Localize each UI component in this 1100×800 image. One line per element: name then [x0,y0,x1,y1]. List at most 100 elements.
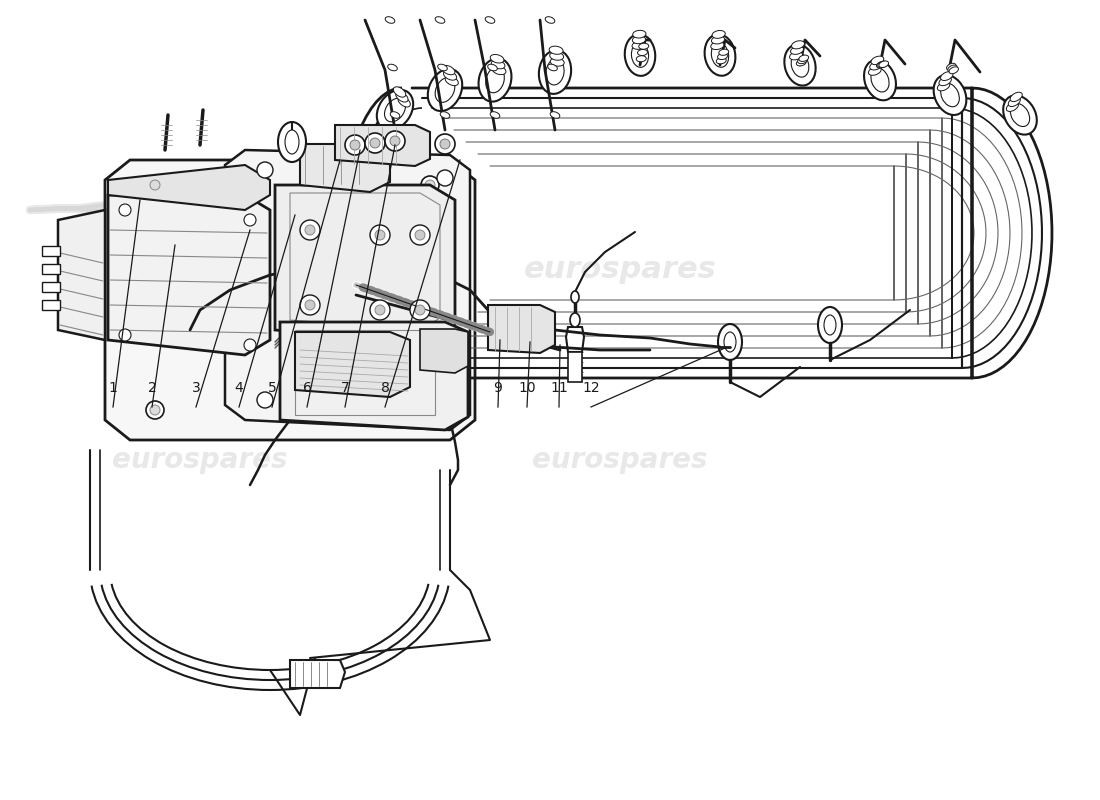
Ellipse shape [796,59,806,66]
Ellipse shape [712,30,725,38]
Ellipse shape [478,58,512,102]
Ellipse shape [394,86,406,97]
Ellipse shape [446,76,459,86]
Ellipse shape [877,62,887,68]
Ellipse shape [244,214,256,226]
Ellipse shape [625,34,656,76]
Ellipse shape [428,69,462,111]
Text: 11: 11 [550,381,568,395]
Ellipse shape [934,75,967,115]
Ellipse shape [385,17,395,23]
Polygon shape [295,332,410,397]
Ellipse shape [1010,92,1022,102]
Ellipse shape [150,405,160,415]
Polygon shape [108,165,270,210]
Ellipse shape [638,50,648,55]
Bar [42,246,60,256]
Ellipse shape [119,204,131,216]
Polygon shape [226,150,470,430]
Ellipse shape [539,50,571,94]
Ellipse shape [940,72,953,81]
Ellipse shape [864,60,896,100]
Text: eurospares: eurospares [524,255,716,285]
Ellipse shape [398,97,410,107]
Text: 3: 3 [191,381,200,395]
Bar [568,352,582,382]
Ellipse shape [421,401,439,419]
Ellipse shape [385,131,405,151]
Ellipse shape [711,42,724,50]
Ellipse shape [492,60,505,69]
Polygon shape [488,305,556,353]
Ellipse shape [717,54,727,59]
Ellipse shape [546,17,554,23]
Ellipse shape [716,58,726,64]
Ellipse shape [798,58,807,64]
Ellipse shape [718,324,743,360]
Ellipse shape [300,220,320,240]
Text: 4: 4 [234,381,243,395]
Polygon shape [336,125,430,166]
Ellipse shape [390,112,399,118]
Text: 10: 10 [518,381,536,395]
Ellipse shape [377,90,414,130]
Ellipse shape [119,329,131,341]
Ellipse shape [548,64,558,70]
Ellipse shape [305,225,315,235]
Polygon shape [300,144,390,192]
Polygon shape [420,329,468,373]
Ellipse shape [878,62,888,68]
Ellipse shape [345,135,365,155]
Ellipse shape [792,41,804,49]
Ellipse shape [1006,102,1019,111]
Ellipse shape [440,139,450,149]
Ellipse shape [790,52,803,60]
Ellipse shape [791,53,808,77]
Text: 2: 2 [147,381,156,395]
Ellipse shape [871,56,883,65]
Ellipse shape [410,300,430,320]
Ellipse shape [438,64,448,70]
Bar [295,330,434,415]
Ellipse shape [370,300,390,320]
Ellipse shape [285,130,299,154]
Ellipse shape [415,230,425,240]
Text: 5: 5 [267,381,276,395]
Ellipse shape [415,305,425,315]
Ellipse shape [370,225,390,245]
Ellipse shape [440,112,450,118]
Ellipse shape [550,52,563,60]
Ellipse shape [387,64,397,70]
Ellipse shape [784,45,815,86]
Ellipse shape [718,49,728,55]
Ellipse shape [365,133,385,153]
Ellipse shape [632,36,646,44]
Ellipse shape [485,17,495,23]
Ellipse shape [300,295,320,315]
Ellipse shape [870,62,882,70]
Ellipse shape [712,36,725,44]
Ellipse shape [824,315,836,335]
Polygon shape [275,185,455,342]
Ellipse shape [436,17,444,23]
Ellipse shape [491,112,499,118]
Ellipse shape [946,63,956,70]
Ellipse shape [948,65,957,72]
Ellipse shape [550,58,564,66]
Ellipse shape [410,225,430,245]
Text: eurospares: eurospares [103,255,296,285]
Polygon shape [58,210,104,340]
Ellipse shape [278,122,306,162]
Ellipse shape [550,112,560,118]
Text: 12: 12 [582,381,600,395]
Polygon shape [280,322,468,430]
Ellipse shape [434,134,455,154]
Ellipse shape [442,66,455,74]
Ellipse shape [799,55,808,62]
Ellipse shape [375,230,385,240]
Ellipse shape [390,136,400,146]
Text: eurospares: eurospares [532,446,707,474]
Ellipse shape [939,77,952,86]
Ellipse shape [639,43,649,50]
Text: 1: 1 [109,381,118,395]
